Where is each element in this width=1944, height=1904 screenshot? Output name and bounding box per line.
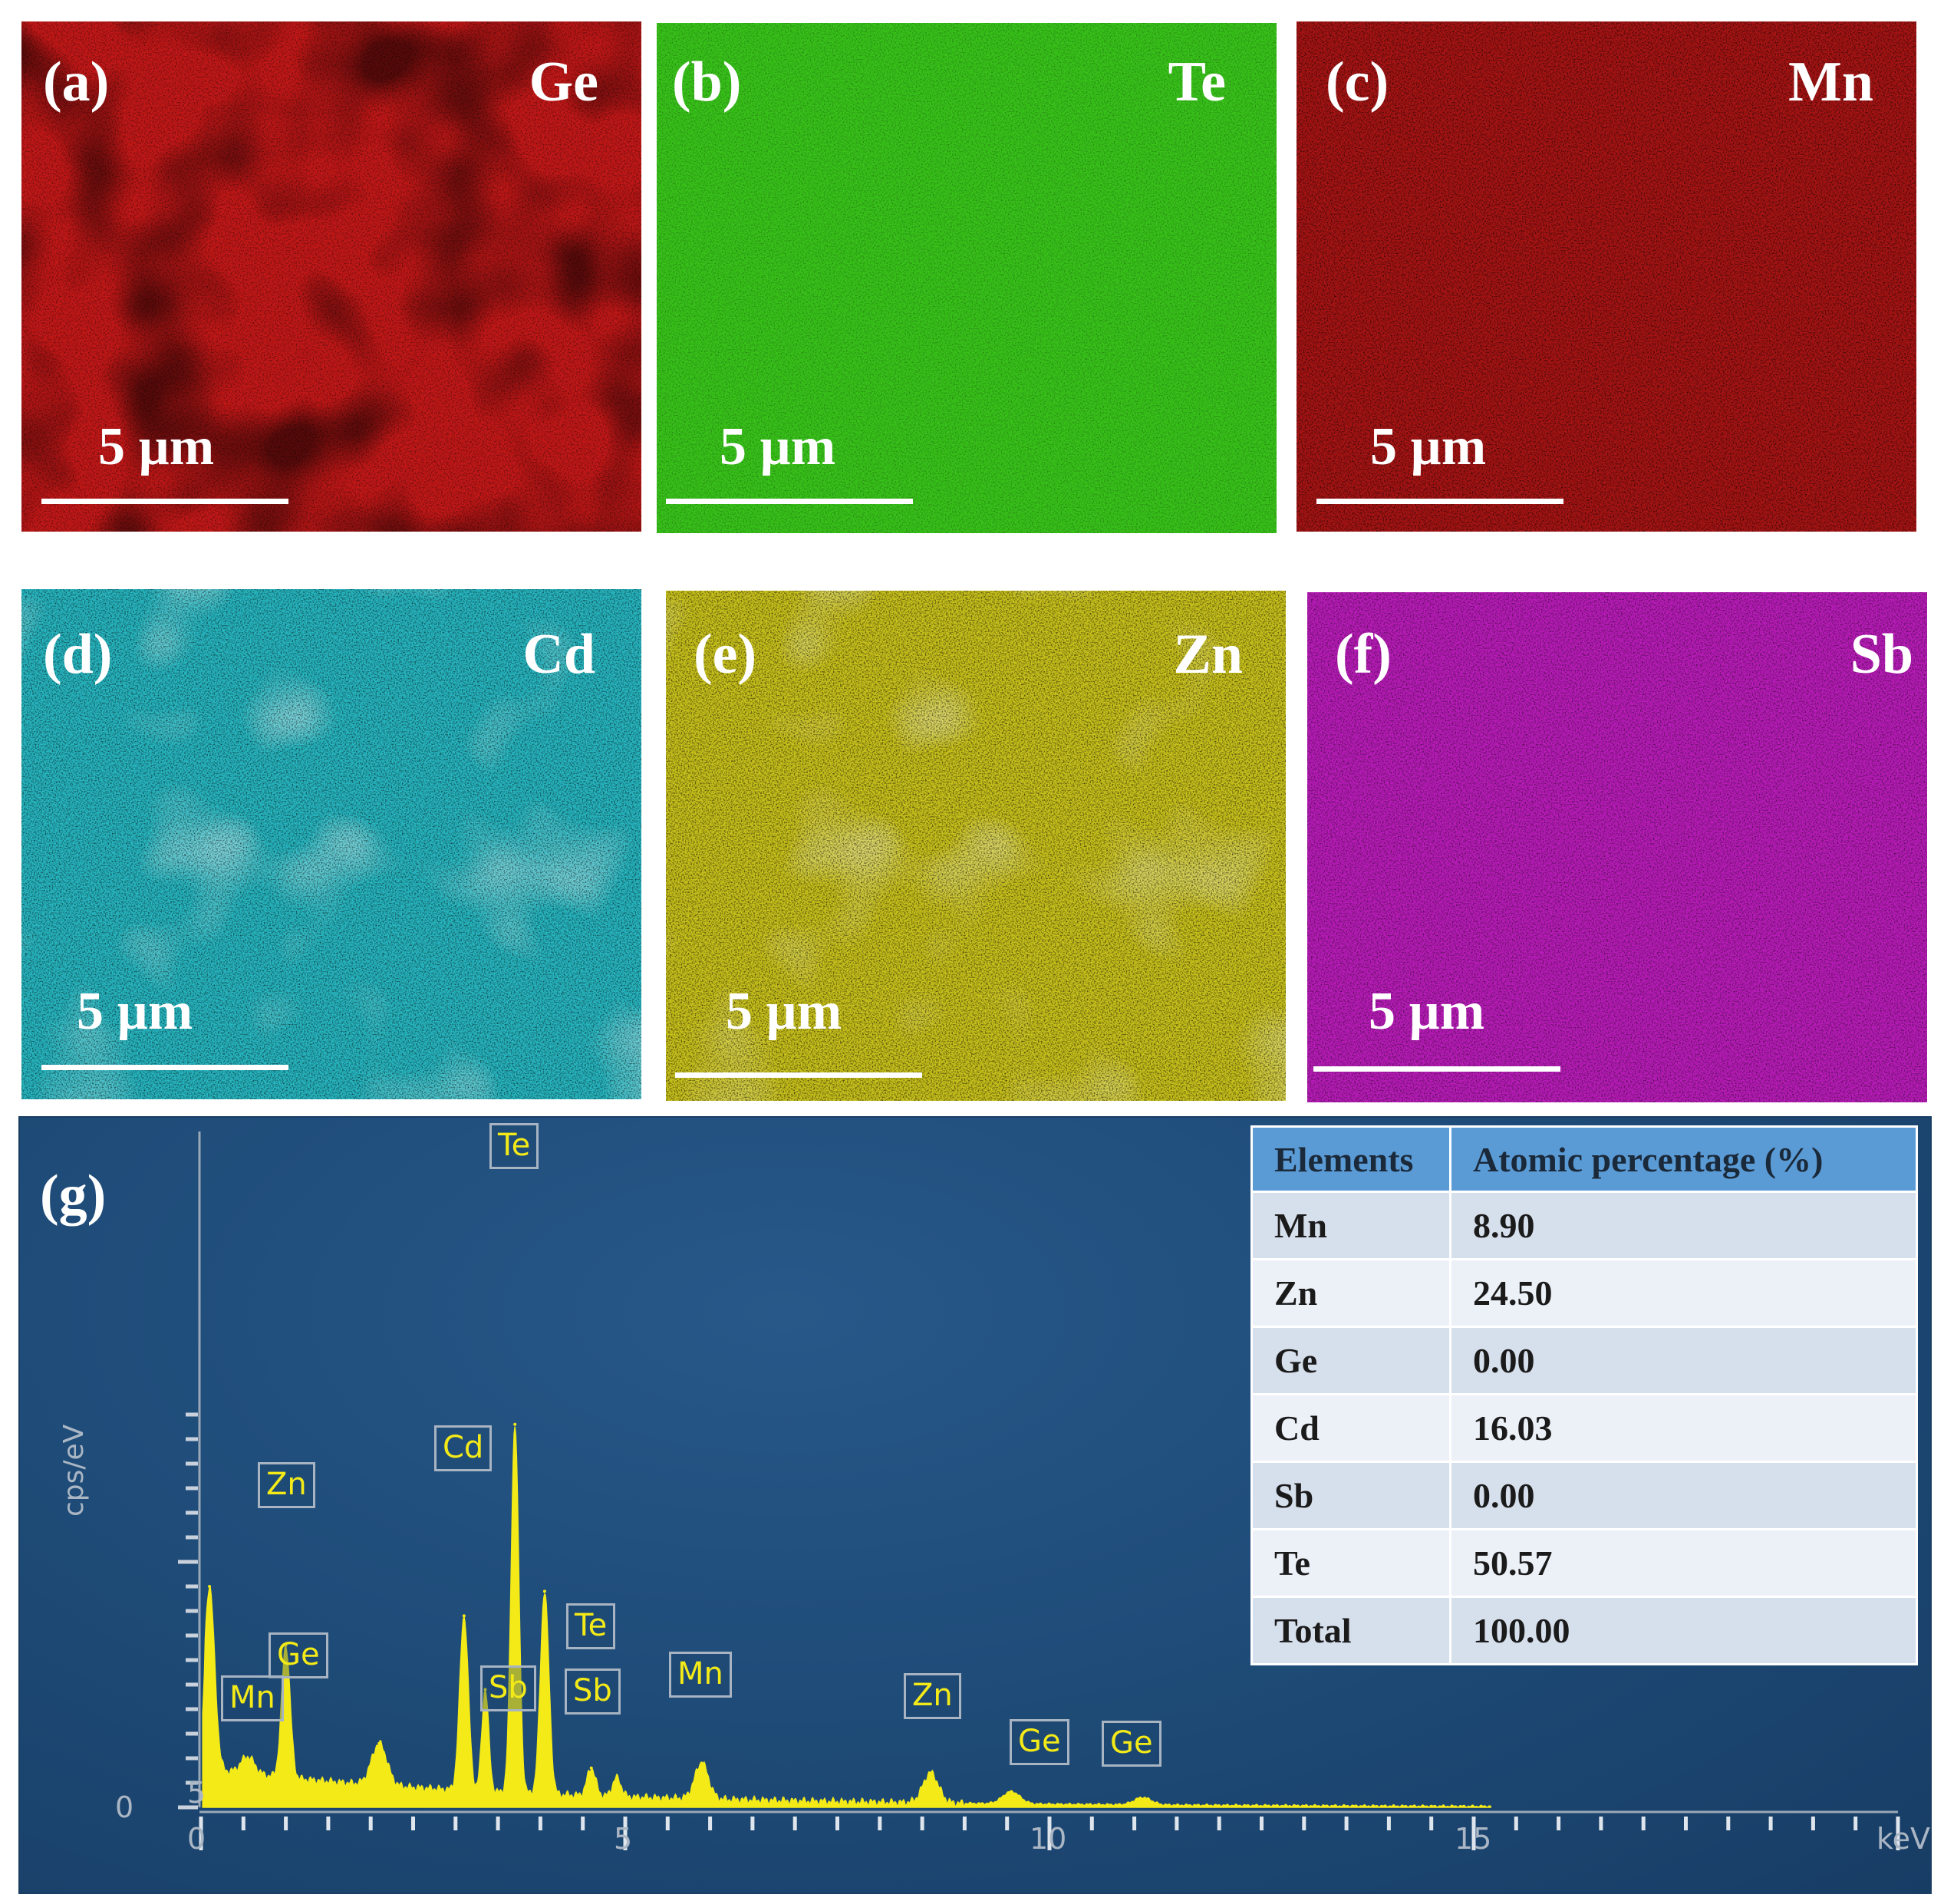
spectrum-peak-point: [615, 1776, 618, 1780]
map-panel-sb: (f) Sb 5 µm: [1307, 592, 1927, 1102]
panel-label-b: (b): [672, 51, 742, 114]
scale-bar-label: 5 µm: [1370, 417, 1487, 476]
x-tick-label-5: 5: [614, 1822, 633, 1856]
cd-map-texture: [21, 589, 641, 1099]
scale-bar-label: 5 µm: [720, 417, 836, 476]
spectrum-peak-point: [589, 1766, 593, 1770]
spectrum-peak-point: [377, 1741, 381, 1745]
peak-label-sb-1: Sb: [480, 1665, 536, 1711]
table-header-atomic: Atomic percentage (%): [1449, 1125, 1918, 1193]
scale-bar: [1313, 1066, 1560, 1072]
panel-label-f: (f): [1335, 623, 1392, 686]
peak-label-zn-l: Zn: [258, 1462, 315, 1508]
x-tick-label-15: 15: [1455, 1822, 1492, 1856]
map-panel-cd: (d) Cd 5 µm: [21, 589, 641, 1099]
table-cell-value: 24.50: [1449, 1258, 1918, 1328]
zn-map-texture: [666, 591, 1286, 1101]
peak-label-sb-2: Sb: [565, 1668, 621, 1715]
te-map-texture: [657, 23, 1277, 533]
peak-label-te-main: Te: [489, 1123, 539, 1169]
spectrum-trace: [202, 1426, 1491, 1808]
table-cell-element: Zn: [1250, 1258, 1451, 1328]
element-label-sb: Sb: [1850, 623, 1913, 686]
table-header-elements: Elements: [1250, 1125, 1451, 1193]
scale-bar-label: 5 µm: [1369, 982, 1485, 1041]
map-panel-te: (b) Te 5 µm: [657, 23, 1277, 533]
peak-label-te-2: Te: [566, 1603, 616, 1649]
table-cell-value: 0.00: [1449, 1326, 1918, 1395]
peak-label-ge-k2: Ge: [1102, 1721, 1161, 1767]
element-label-ge: Ge: [529, 51, 598, 114]
spectrum-peak-point: [929, 1771, 933, 1775]
spectrum-peak-point: [700, 1761, 703, 1765]
element-label-zn: Zn: [1173, 623, 1243, 686]
map-panel-ge: (a) Ge 5 µm: [21, 21, 641, 532]
ge-map-texture: [21, 21, 641, 532]
peak-label-cd: Cd: [434, 1425, 493, 1471]
table-row: Sb 0.00: [1250, 1461, 1918, 1530]
table-cell-value: 0.00: [1449, 1461, 1918, 1530]
table-row: Cd 16.03: [1250, 1393, 1918, 1463]
table-row: Mn 8.90: [1250, 1191, 1918, 1260]
table-row: Te 50.57: [1250, 1528, 1918, 1598]
scale-bar: [675, 1072, 922, 1078]
panel-label-a: (a): [43, 51, 110, 114]
table-cell-element: Cd: [1250, 1393, 1451, 1463]
map-panel-zn: (e) Zn 5 µm: [666, 591, 1286, 1101]
scale-bar-label: 5 µm: [77, 982, 193, 1041]
y-tick-label-5: 5: [187, 1776, 206, 1810]
scale-bar: [41, 1065, 288, 1070]
map-panel-mn: (c) Mn 5 µm: [1297, 21, 1916, 532]
element-label-te: Te: [1168, 51, 1226, 114]
spectrum-peak-point: [208, 1585, 212, 1588]
spectrum-peak-point: [542, 1589, 546, 1593]
element-label-mn: Mn: [1788, 51, 1873, 114]
spectrum-peak-point: [483, 1688, 487, 1692]
spectrum-plot: [178, 1132, 1900, 1850]
table-cell-element: Ge: [1250, 1326, 1451, 1395]
composition-table: Elements Atomic percentage (%) Mn 8.90 Z…: [1250, 1125, 1918, 1665]
peak-label-ge-l: Ge: [269, 1632, 328, 1678]
panel-label-d: (d): [43, 623, 113, 686]
peak-label-zn-k: Zn: [904, 1673, 961, 1719]
table-cell-element: Total: [1250, 1596, 1451, 1665]
peak-label-mn-l: Mn: [221, 1675, 284, 1721]
table-cell-value: 16.03: [1449, 1393, 1918, 1463]
scale-bar: [1316, 499, 1563, 504]
table-header-row: Elements Atomic percentage (%): [1250, 1125, 1918, 1193]
y-axis-label: cps/eV: [58, 1424, 90, 1517]
table-row: Total 100.00: [1250, 1596, 1918, 1665]
y-tick-label-0: 0: [115, 1790, 134, 1824]
table-cell-element: Mn: [1250, 1191, 1451, 1260]
sb-map-texture: [1307, 592, 1927, 1102]
table-cell-value: 50.57: [1449, 1528, 1918, 1598]
scale-bar: [41, 499, 288, 504]
mn-map-texture: [1297, 21, 1916, 532]
x-tick-label-0: 0: [187, 1822, 206, 1856]
panel-label-c: (c): [1326, 51, 1389, 114]
element-label-cd: Cd: [522, 623, 595, 686]
peak-label-ge-k1: Ge: [1010, 1719, 1069, 1765]
table-cell-element: Sb: [1250, 1461, 1451, 1530]
x-tick-label-10: 10: [1030, 1822, 1067, 1856]
table-cell-value: 8.90: [1449, 1191, 1918, 1260]
table-cell-element: Te: [1250, 1528, 1451, 1598]
peak-label-mn-k: Mn: [669, 1652, 732, 1698]
spectrum-peak-point: [513, 1422, 517, 1426]
spectrum-peak-point: [462, 1614, 466, 1618]
panel-label-e: (e): [694, 623, 757, 686]
panel-label-g: (g): [40, 1164, 107, 1227]
scale-bar-label: 5 µm: [98, 417, 215, 476]
table-row: Zn 24.50: [1250, 1258, 1918, 1328]
table-row: Ge 0.00: [1250, 1326, 1918, 1395]
x-axis-unit: keV: [1876, 1822, 1931, 1856]
scale-bar: [666, 499, 913, 504]
table-cell-value: 100.00: [1449, 1596, 1918, 1665]
spectrum-peak-point: [284, 1643, 288, 1647]
scale-bar-label: 5 µm: [726, 982, 842, 1041]
